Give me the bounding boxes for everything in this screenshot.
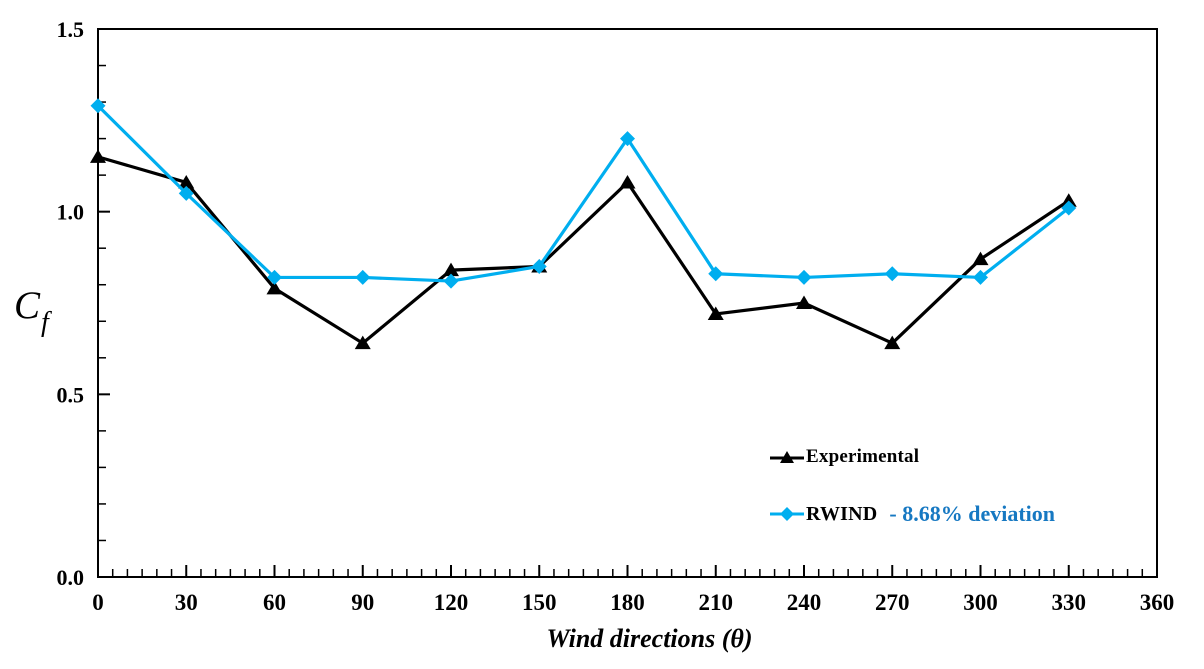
triangle-marker-experimental xyxy=(266,280,283,295)
x-tick-label-270: 270 xyxy=(875,590,910,615)
legend-label-rwind: RWIND xyxy=(806,502,878,525)
triangle-marker-experimental xyxy=(354,335,371,350)
y-tick-label-0.0: 0.0 xyxy=(57,565,85,590)
series-line-rwind xyxy=(96,104,1070,283)
legend-item-experimental: Experimental xyxy=(770,446,1055,468)
legend-label-experimental: Experimental xyxy=(806,446,920,467)
legend-item-rwind: RWIND - 8.68% deviation xyxy=(770,501,1056,526)
x-tick-label-300: 300 xyxy=(963,590,998,615)
x-tick-label-210: 210 xyxy=(699,590,734,615)
diamond-marker-rwind xyxy=(620,131,635,147)
x-axis-title: Wind directions (θ) xyxy=(546,624,753,653)
triangle-marker-experimental xyxy=(972,251,989,266)
triangle-marker-experimental xyxy=(1060,193,1077,207)
x-tick-label-360: 360 xyxy=(1140,590,1175,615)
y-tick-label-1.5: 1.5 xyxy=(57,17,85,42)
x-tick-label-60: 60 xyxy=(263,590,286,615)
triangle-marker-experimental xyxy=(619,174,636,189)
triangle-marker-experimental xyxy=(90,149,106,163)
x-tick-label-90: 90 xyxy=(351,590,374,615)
diamond-marker-rwind xyxy=(178,185,194,201)
triangle-marker-experimental xyxy=(178,174,195,189)
triangle-marker-experimental xyxy=(884,335,901,350)
diamond-marker-rwind xyxy=(90,98,106,114)
diamond-marker-rwind xyxy=(884,266,900,282)
diamond-marker-rwind xyxy=(796,269,812,285)
triangle-marker-experimental xyxy=(443,262,459,277)
diamond-marker-rwind xyxy=(973,269,988,285)
diamond-marker-rwind xyxy=(531,258,547,274)
x-tick-label-30: 30 xyxy=(175,590,198,615)
y-axis-title-subscript: f xyxy=(41,306,49,338)
x-tick-label-120: 120 xyxy=(434,590,469,615)
x-tick-label-240: 240 xyxy=(787,590,822,615)
y-tick-label-0.5: 0.5 xyxy=(57,382,85,407)
diamond-marker-rwind xyxy=(443,273,459,289)
triangle-marker-experimental xyxy=(707,306,724,320)
x-tick-label-330: 330 xyxy=(1052,590,1087,615)
rwind-line-diamond-swatch xyxy=(770,507,804,521)
experimental-line-triangle-swatch xyxy=(770,450,804,464)
legend: Experimental RWIND - 8.68% deviation xyxy=(770,446,1056,526)
diamond-marker-rwind xyxy=(355,269,371,285)
x-tick-label-180: 180 xyxy=(610,590,645,615)
y-axis-title: Cf xyxy=(14,284,49,336)
series-line-experimental xyxy=(97,155,1070,346)
diamond-marker-rwind xyxy=(267,269,282,285)
x-tick-label-0: 0 xyxy=(92,590,104,615)
diamond-marker-rwind xyxy=(708,266,724,282)
y-axis-title-base: C xyxy=(14,284,41,327)
triangle-marker-experimental xyxy=(796,295,812,309)
legend-deviation-annotation: - 8.68% deviation xyxy=(889,501,1056,526)
x-tick-label-150: 150 xyxy=(522,590,557,615)
diamond-marker-rwind xyxy=(1061,200,1077,216)
y-tick-label-1.0: 1.0 xyxy=(57,200,85,225)
